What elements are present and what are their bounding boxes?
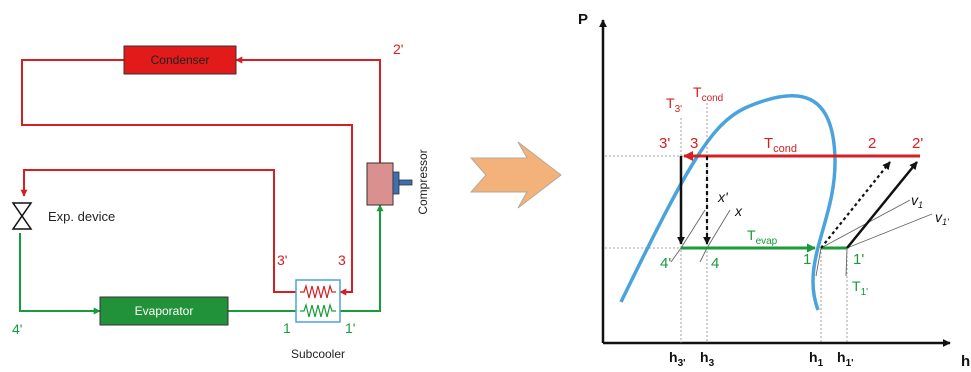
- cycle-state-1p: 1': [345, 320, 355, 336]
- ph-diagram: P h: [578, 11, 970, 370]
- t3p-label: T3': [666, 95, 682, 115]
- compression-line-1p: [846, 161, 918, 249]
- cycle-state-1: 1: [283, 320, 291, 336]
- h1p-label: h1': [837, 349, 854, 369]
- pt-2: 2: [868, 135, 876, 152]
- compression-line-1: [820, 161, 891, 249]
- saturation-dome: [619, 94, 837, 311]
- quality-x-prime: x': [717, 189, 729, 205]
- pt-3p: 3': [659, 135, 670, 152]
- cycle-state-4p: 4': [12, 321, 22, 337]
- pt-3: 3: [690, 135, 698, 152]
- condenser-box: [123, 45, 237, 75]
- h1-label: h1: [809, 349, 824, 369]
- pt-4p: 4': [660, 255, 671, 272]
- compressor-label: Compressor: [416, 149, 430, 214]
- tcond-line-label: Tcond: [764, 135, 797, 155]
- high-pressure-lines: [20, 56, 381, 296]
- expansion-valve-icon: [11, 202, 33, 230]
- cycle-state-3p: 3': [277, 252, 287, 268]
- guide-lines: [605, 103, 848, 343]
- tevap-label: Tevap: [747, 227, 778, 247]
- p-axis-label: P: [578, 11, 588, 28]
- t1p-label: T1': [852, 278, 868, 298]
- subcooler-label: Subcooler: [291, 347, 345, 361]
- cycle-state-3: 3: [338, 252, 346, 268]
- transition-arrow: [469, 141, 562, 209]
- pt-1: 1: [803, 251, 811, 268]
- h-axis-label: h: [961, 353, 970, 370]
- condenser-label: Condenser: [151, 53, 210, 67]
- tcond-top-label: Tcond: [693, 84, 723, 104]
- v1p-label: v1': [935, 209, 949, 227]
- cycle-schematic: Condenser Evaporator Compressor Exp. dev…: [11, 41, 430, 361]
- quality-x: x: [734, 203, 743, 219]
- h3p-label: h3': [669, 349, 686, 369]
- pt-1p: 1': [853, 251, 864, 268]
- compressor-icon: [366, 162, 413, 206]
- evaporator-label: Evaporator: [135, 304, 194, 318]
- subcooler-icon: [295, 279, 341, 323]
- pt-2p: 2': [912, 135, 923, 152]
- evaporator-box: [99, 296, 229, 326]
- exp-device-label: Exp. device: [48, 209, 115, 224]
- low-pressure-lines: [19, 204, 384, 315]
- v1-label: v1: [911, 192, 923, 210]
- h3-label: h3: [700, 349, 715, 369]
- cycle-state-2p: 2': [393, 41, 403, 57]
- pt-4: 4: [711, 255, 719, 272]
